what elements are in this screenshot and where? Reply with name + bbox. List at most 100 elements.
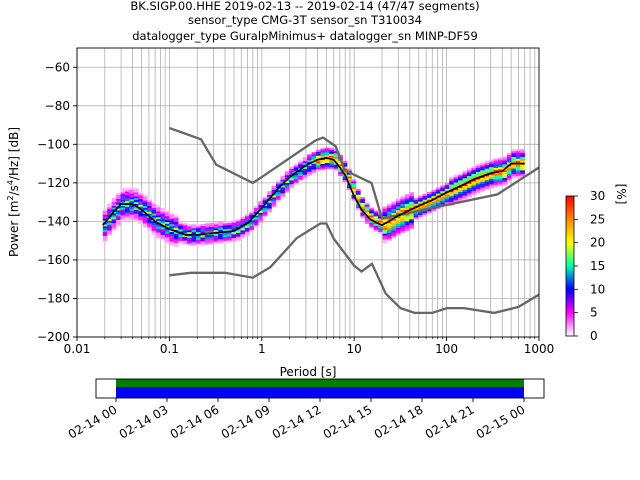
density-cell [480,174,486,177]
density-cell [395,225,401,228]
density-cell [391,228,397,231]
density-cell [315,159,321,162]
density-cell [382,218,388,221]
density-cell [280,177,286,180]
density-cell [235,230,241,233]
density-cell [160,207,166,210]
density-cell [182,242,188,245]
density-cell [164,231,170,234]
density-cell [102,237,108,240]
density-cell [164,216,170,219]
density-cell [364,218,370,221]
density-cell [213,224,219,227]
density-cell [342,172,348,175]
density-cell [284,184,290,187]
density-cell [258,205,263,208]
density-cell [262,196,268,199]
density-cell [400,215,406,218]
density-cell [160,221,166,224]
density-cell [409,203,414,206]
density-cell [147,225,152,228]
density-cell [169,224,175,227]
density-cell [169,233,175,236]
density-cell [449,180,454,183]
density-cell [164,214,170,217]
density-cell [182,234,188,237]
density-cell [418,195,423,198]
density-cell [111,203,117,206]
density-cell [400,205,406,208]
density-cell [160,209,166,212]
timeline-tick-label: 02-14 03 [117,402,171,441]
density-cell [169,214,175,217]
density-cell [466,172,472,175]
density-cell [293,165,299,168]
density-cell [520,166,525,169]
density-cell [502,179,508,182]
density-cell [431,193,437,196]
density-cell [373,223,379,226]
density-cell [404,201,410,204]
density-cell [124,197,130,200]
density-cell [409,221,414,224]
density-cell [409,224,414,227]
density-cell [409,213,414,216]
density-cell [426,193,432,196]
density-cell [466,177,472,180]
density-cell [129,216,135,219]
density-cell [409,196,414,199]
density-cell [182,230,188,233]
density-cell [107,220,112,223]
density-cell [462,174,468,177]
density-cell [498,157,503,160]
density-cell [493,158,499,161]
density-cell [173,220,179,223]
density-cell [253,217,259,220]
density-cell [173,225,179,228]
density-cell [311,157,317,160]
density-cell [124,216,130,219]
density-cell [271,201,277,204]
x-tick-label: 1000 [524,342,555,356]
density-cell [458,193,463,196]
density-cell [124,199,130,202]
density-cell [413,217,419,220]
density-cell [404,194,410,197]
density-cell [120,207,126,210]
density-cell [271,199,277,202]
density-cell [413,197,419,200]
density-cell [475,173,481,176]
density-cell [307,156,312,159]
density-cell [173,243,179,246]
timeline-tick-label: 02-14 09 [219,402,273,441]
density-cell [311,169,317,172]
density-cell [453,174,459,177]
density-cell [102,239,108,242]
density-cell [355,196,361,199]
density-cell [400,204,406,207]
density-cell [151,227,157,230]
density-cell [142,202,148,205]
density-cell [133,196,139,199]
density-cell [387,207,392,210]
density-cell [342,164,348,167]
density-cell [320,162,326,165]
density-cell [418,197,423,200]
density-cell [302,161,308,164]
density-cell [458,189,463,192]
density-cell [142,217,148,220]
density-cell [333,151,339,154]
density-cell [471,185,477,188]
title-line-1: BK.SIGP.00.HHE 2019-02-13 -- 2019-02-14 … [130,0,479,13]
density-cell [471,183,477,186]
density-cell [307,173,312,176]
density-cell [444,200,450,203]
density-cell [240,218,246,221]
density-cell [200,223,206,226]
density-cell [489,178,494,181]
density-cell [324,159,330,162]
density-cell [329,163,335,166]
density-cell [187,226,192,229]
density-cell [107,228,112,231]
density-cell [235,221,241,224]
